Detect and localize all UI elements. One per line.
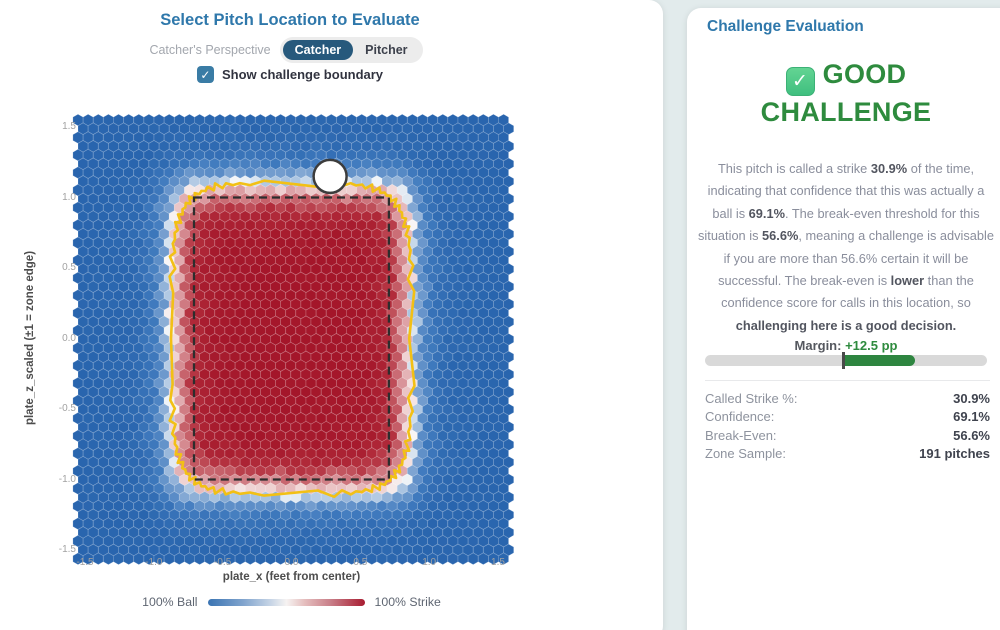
pitch-location-panel: Select Pitch Location to Evaluate Catche…: [0, 0, 663, 630]
x-tick-label: -1.0: [145, 557, 163, 568]
explanation-segment: than the confidence score for calls in t…: [721, 273, 974, 311]
y-tick-label: 0.0: [62, 332, 76, 344]
legend-strike-label: 100% Strike: [374, 595, 441, 609]
explanation-segment: 30.9%: [870, 161, 908, 176]
explanation-segment: lower: [890, 273, 925, 289]
stat-value: 191 pitches: [919, 446, 990, 462]
margin-bar-zero-tick: [841, 352, 845, 369]
verdict-word-2: CHALLENGE: [760, 97, 932, 127]
stats-divider: [705, 380, 990, 381]
y-tick-label: 1.5: [62, 121, 76, 132]
margin-bar: [705, 352, 987, 369]
x-tick-label: 0.5: [353, 557, 368, 568]
stat-row: Confidence: 69.1%: [705, 408, 990, 427]
hex-grid: [72, 113, 515, 566]
stat-row: Zone Sample: 191 pitches: [705, 445, 990, 464]
explanation-segment: challenging here is a good decision.: [735, 317, 957, 333]
challenge-boundary-line: [168, 179, 416, 499]
checkbox-label: Show challenge boundary: [221, 67, 384, 82]
y-tick-label: -0.5: [58, 403, 76, 414]
explanation-segment: , meaning a challenge is advisable if yo…: [718, 228, 994, 289]
verdict-banner: ✓ GOOD CHALLENGE: [700, 58, 992, 130]
legend-ball-label: 100% Ball: [142, 595, 198, 609]
show-boundary-checkbox-row[interactable]: ✓ Show challenge boundary: [0, 66, 580, 83]
y-tick-label: -1.5: [58, 544, 76, 555]
y-tick-label: 0.5: [62, 262, 76, 273]
explanation-segment: 56.6%: [762, 228, 799, 244]
stats-table: Called Strike %: 30.9% Confidence: 69.1% Bre…: [705, 389, 990, 463]
stat-row: Called Strike %: 30.9%: [705, 389, 990, 408]
explanation-segment: This pitch is called a strike: [717, 161, 871, 176]
selected-pitch-marker[interactable]: [312, 158, 348, 195]
toggle-option-catcher[interactable]: Catcher: [282, 40, 354, 60]
colorbar-legend: 100% Ball 100% Strike: [0, 595, 583, 609]
hexbin-heatmap-plot[interactable]: [72, 113, 515, 566]
perspective-toggle: Catcher Pitcher: [279, 37, 423, 63]
margin-caption: Margin:: [794, 338, 842, 353]
margin-bar-fill: [843, 355, 916, 366]
stat-value: 69.1%: [953, 409, 990, 425]
checkbox-checked-icon[interactable]: ✓: [196, 66, 214, 83]
left-panel-title: Select Pitch Location to Evaluate: [160, 11, 420, 29]
verdict-word-1: GOOD: [822, 59, 907, 89]
stat-value: 30.9%: [953, 390, 990, 406]
check-emoji-icon: ✓: [785, 67, 815, 96]
x-tick-label: 0.0: [284, 557, 299, 568]
stat-label: Zone Sample:: [705, 446, 786, 462]
explanation-segment: . The break-even threshold for this situ…: [698, 205, 980, 244]
explanation-text: This pitch is called a strike 30.9% of t…: [698, 158, 994, 337]
margin-label: Margin: +12.5 pp: [700, 338, 992, 353]
perspective-label: Catcher's Perspective: [149, 43, 271, 57]
perspective-row: Catcher's Perspective Catcher Pitcher: [0, 37, 572, 63]
y-tick-label: 1.0: [62, 191, 76, 203]
toggle-option-pitcher[interactable]: Pitcher: [353, 40, 419, 60]
stat-value: 56.6%: [953, 427, 990, 443]
margin-value: +12.5 pp: [845, 338, 898, 353]
strike-zone-rect: [192, 196, 391, 481]
y-axis-label: plate_z_scaled (±1 = zone edge): [24, 250, 36, 426]
x-tick-label: -0.5: [214, 557, 232, 568]
stat-label: Break-Even:: [705, 427, 777, 443]
stat-label: Called Strike %:: [705, 390, 798, 406]
colorbar-gradient: [207, 598, 365, 606]
x-axis-label: plate_x (feet from center): [222, 571, 361, 583]
x-tick-label: 1.0: [422, 557, 437, 568]
stat-label: Confidence:: [705, 409, 775, 425]
x-tick-label: -1.5: [76, 557, 94, 568]
explanation-segment: 69.1%: [748, 205, 785, 221]
explanation-segment: of the time, indicating that confidence …: [707, 161, 985, 221]
challenge-evaluation-panel: Challenge Evaluation ✓ GOOD CHALLENGE Thi…: [687, 8, 1000, 630]
x-tick-label: 1.5: [491, 557, 505, 568]
right-panel-title: Challenge Evaluation: [707, 18, 864, 35]
stat-row: Break-Even: 56.6%: [705, 426, 990, 445]
y-tick-label: -1.0: [58, 473, 76, 485]
